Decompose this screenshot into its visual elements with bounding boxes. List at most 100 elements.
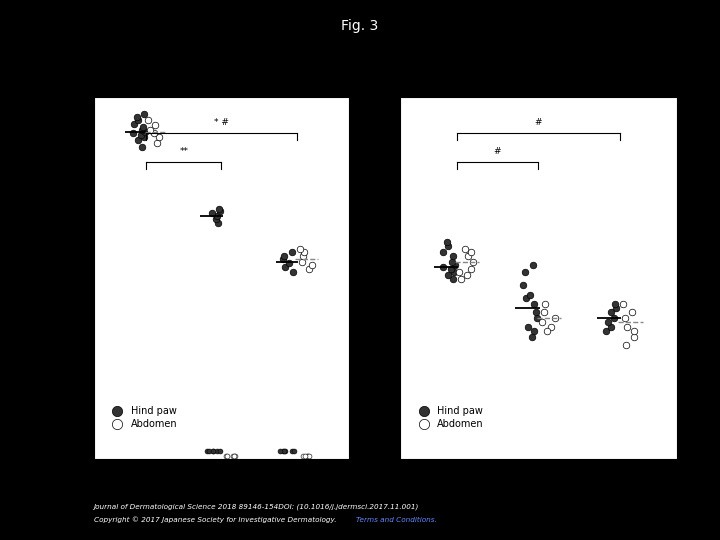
Point bbox=[467, 258, 478, 266]
Point bbox=[151, 139, 163, 147]
Point bbox=[214, 446, 225, 455]
Point bbox=[220, 451, 231, 460]
Point bbox=[523, 290, 535, 299]
Point bbox=[608, 300, 620, 309]
Point bbox=[148, 129, 159, 138]
Point bbox=[137, 126, 148, 134]
Point bbox=[137, 143, 148, 152]
Point bbox=[279, 262, 291, 271]
Point bbox=[453, 267, 464, 276]
Text: b: b bbox=[350, 90, 359, 104]
Text: Fig. 3: Fig. 3 bbox=[341, 19, 379, 33]
Point bbox=[289, 446, 300, 455]
Point bbox=[541, 326, 552, 335]
Point bbox=[437, 247, 449, 256]
Point bbox=[539, 300, 551, 309]
Point bbox=[619, 313, 631, 322]
Text: #: # bbox=[494, 147, 501, 156]
Text: Terms and Conditions.: Terms and Conditions. bbox=[356, 517, 437, 523]
Point bbox=[135, 131, 147, 139]
Point bbox=[462, 252, 474, 260]
Point bbox=[140, 127, 151, 136]
Point bbox=[202, 446, 213, 455]
Point bbox=[303, 265, 315, 273]
Point bbox=[213, 205, 225, 213]
Point bbox=[210, 214, 222, 223]
Point bbox=[442, 271, 454, 279]
Title: Skin: Skin bbox=[525, 82, 552, 94]
Text: **: ** bbox=[179, 147, 189, 156]
Point bbox=[626, 307, 637, 316]
Point bbox=[519, 267, 531, 276]
Point bbox=[518, 280, 529, 289]
Point bbox=[153, 133, 165, 141]
Legend: Hind paw, Abdomen: Hind paw, Abdomen bbox=[410, 402, 487, 433]
Point bbox=[306, 260, 318, 269]
Point bbox=[299, 247, 310, 256]
Point bbox=[526, 333, 538, 342]
Text: Copyright © 2017 Japanese Society for Investigative Dermatology.: Copyright © 2017 Japanese Society for In… bbox=[94, 516, 336, 523]
Point bbox=[287, 446, 298, 455]
Point bbox=[277, 255, 289, 264]
Point bbox=[279, 252, 290, 260]
Point bbox=[139, 110, 150, 119]
Point bbox=[303, 451, 315, 460]
Text: Journal of Dermatological Science 2018 89146-154DOI: (10.1016/j.jdermsci.2017.11: Journal of Dermatological Science 2018 8… bbox=[94, 504, 419, 510]
Point bbox=[279, 446, 291, 455]
Point bbox=[611, 303, 622, 312]
Y-axis label: No. of nanoparticles (mg⁻¹): No. of nanoparticles (mg⁻¹) bbox=[354, 211, 364, 345]
Point bbox=[527, 260, 539, 269]
Point bbox=[138, 133, 149, 141]
Point bbox=[278, 446, 289, 455]
Point bbox=[131, 113, 143, 122]
Point bbox=[211, 446, 222, 455]
Point bbox=[536, 318, 548, 326]
Point bbox=[456, 274, 467, 283]
Point bbox=[539, 307, 550, 316]
Point bbox=[150, 121, 161, 130]
Point bbox=[276, 446, 288, 455]
Point bbox=[145, 126, 156, 134]
Point bbox=[300, 451, 311, 460]
Point bbox=[142, 116, 153, 125]
Text: a: a bbox=[32, 90, 42, 104]
Point bbox=[207, 446, 219, 455]
Point bbox=[628, 326, 639, 335]
Title: Receptor: Receptor bbox=[193, 82, 250, 94]
Point bbox=[286, 247, 297, 256]
Point bbox=[621, 323, 633, 332]
Point bbox=[127, 129, 139, 138]
Point bbox=[212, 211, 223, 220]
Point bbox=[446, 258, 458, 266]
Point bbox=[301, 451, 312, 460]
Point bbox=[465, 247, 477, 256]
Point bbox=[620, 340, 631, 349]
Point bbox=[549, 313, 561, 322]
Point bbox=[608, 313, 620, 322]
Point bbox=[297, 258, 308, 266]
Point bbox=[528, 326, 539, 335]
Point bbox=[132, 136, 143, 144]
Point bbox=[229, 451, 240, 460]
Point bbox=[221, 451, 233, 460]
Point bbox=[283, 259, 294, 267]
Point bbox=[442, 241, 454, 250]
Point bbox=[206, 209, 217, 218]
Text: #: # bbox=[534, 118, 542, 127]
Point bbox=[294, 244, 306, 253]
Point bbox=[302, 451, 313, 460]
Point bbox=[605, 307, 616, 316]
Point bbox=[530, 307, 541, 316]
Point bbox=[545, 323, 557, 332]
Point bbox=[207, 446, 218, 455]
Point bbox=[441, 238, 452, 246]
Point bbox=[229, 451, 240, 460]
Point bbox=[447, 252, 459, 260]
Point bbox=[128, 120, 140, 129]
Point bbox=[137, 123, 148, 132]
Point bbox=[602, 318, 613, 326]
Point bbox=[437, 262, 449, 271]
Point bbox=[600, 326, 612, 335]
Point bbox=[528, 300, 540, 309]
Point bbox=[287, 267, 299, 276]
